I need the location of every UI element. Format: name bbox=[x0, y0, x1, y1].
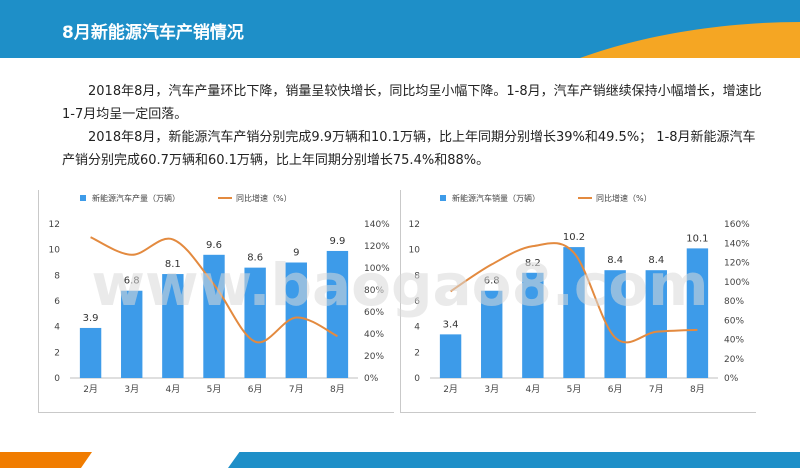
bar-data-label: 9.9 bbox=[329, 236, 345, 247]
production-chart: 新能源汽车产量（万辆） 同比增速（%）0246810120%20%40%60%80… bbox=[49, 193, 391, 395]
x-tick-label: 2月 bbox=[83, 384, 98, 395]
y-right-tick-label: 20% bbox=[724, 355, 744, 365]
chart-frame-right bbox=[400, 190, 756, 413]
bar bbox=[481, 290, 503, 378]
y-left-tick-label: 0 bbox=[54, 374, 60, 384]
growth-rate-line bbox=[450, 242, 698, 344]
y-left-tick-label: 2 bbox=[414, 348, 420, 358]
y-right-tick-label: 0% bbox=[364, 374, 379, 384]
x-tick-label: 3月 bbox=[484, 384, 499, 395]
y-right-tick-label: 100% bbox=[364, 264, 390, 274]
y-left-tick-label: 10 bbox=[49, 246, 61, 256]
body-paragraph-1: 2018年8月，汽车产量环比下降，销量呈较快增长，同比均呈小幅下降。1-8月，汽… bbox=[62, 84, 762, 122]
footer-blue-bar bbox=[228, 452, 800, 468]
legend-bar-swatch bbox=[440, 195, 446, 201]
x-tick-label: 3月 bbox=[124, 384, 139, 395]
y-right-tick-label: 40% bbox=[724, 336, 744, 346]
x-tick-label: 5月 bbox=[207, 384, 222, 395]
bar-data-label: 8.4 bbox=[648, 255, 664, 266]
legend-bar-swatch bbox=[80, 195, 86, 201]
bar-data-label: 8.2 bbox=[525, 258, 541, 269]
bar bbox=[285, 262, 307, 378]
x-tick-label: 4月 bbox=[165, 384, 180, 395]
legend-line-label: 同比增速（%） bbox=[236, 193, 292, 203]
x-tick-label: 8月 bbox=[330, 384, 345, 395]
bar bbox=[439, 334, 462, 378]
y-right-tick-label: 160% bbox=[724, 220, 750, 230]
legend-bar-label: 新能源汽车销量（万辆） bbox=[452, 193, 540, 203]
x-tick-label: 6月 bbox=[608, 384, 623, 395]
y-left-tick-label: 12 bbox=[49, 220, 60, 230]
y-left-tick-label: 10 bbox=[409, 246, 421, 256]
y-right-tick-label: 60% bbox=[724, 316, 744, 326]
bar bbox=[121, 290, 143, 378]
y-right-tick-label: 40% bbox=[364, 330, 384, 340]
bar-data-label: 10.1 bbox=[686, 233, 708, 244]
y-left-tick-label: 6 bbox=[54, 297, 60, 307]
footer-orange-bar bbox=[0, 452, 92, 468]
legend-bar-label: 新能源汽车产量（万辆） bbox=[92, 193, 180, 203]
bar bbox=[686, 248, 709, 378]
sales-chart: 新能源汽车销量（万辆） 同比增速（%）0246810120%20%40%60%80… bbox=[409, 193, 751, 395]
y-right-tick-label: 80% bbox=[364, 286, 384, 296]
bar-data-label: 9.6 bbox=[206, 240, 222, 251]
y-left-tick-label: 6 bbox=[414, 297, 420, 307]
chart-frame-left bbox=[38, 190, 394, 413]
header-orange-swoosh bbox=[560, 21, 800, 58]
y-right-tick-label: 140% bbox=[364, 220, 390, 230]
bar-data-label: 8.4 bbox=[607, 255, 623, 266]
bar bbox=[645, 270, 667, 378]
y-left-tick-label: 8 bbox=[414, 271, 420, 281]
bar-data-label: 6.8 bbox=[484, 276, 500, 287]
header-blue-band bbox=[0, 0, 800, 58]
body-paragraph-2: 2018年8月，新能源汽车产销分别完成9.9万辆和10.1万辆，比上年同期分别增… bbox=[62, 130, 756, 168]
y-left-tick-label: 2 bbox=[54, 348, 60, 358]
x-tick-label: 6月 bbox=[248, 384, 263, 395]
bar bbox=[79, 327, 102, 378]
bar bbox=[326, 250, 349, 378]
bar-data-label: 10.2 bbox=[563, 232, 585, 243]
bar bbox=[522, 272, 544, 378]
header-banner bbox=[0, 0, 800, 58]
bar bbox=[203, 254, 225, 378]
x-tick-label: 5月 bbox=[567, 384, 582, 395]
y-right-tick-label: 120% bbox=[364, 242, 390, 252]
x-tick-label: 7月 bbox=[649, 384, 664, 395]
legend-line-label: 同比增速（%） bbox=[596, 193, 652, 203]
bar bbox=[604, 270, 626, 378]
x-tick-label: 7月 bbox=[289, 384, 304, 395]
y-left-tick-label: 4 bbox=[414, 323, 420, 333]
page-title: 8月新能源汽车产销情况 bbox=[62, 23, 244, 43]
y-left-tick-label: 12 bbox=[409, 220, 420, 230]
y-left-tick-label: 0 bbox=[414, 374, 420, 384]
y-left-tick-label: 4 bbox=[54, 323, 60, 333]
bar bbox=[244, 267, 266, 378]
bar-data-label: 8.6 bbox=[247, 253, 263, 264]
y-right-tick-label: 60% bbox=[364, 308, 384, 318]
bar-data-label: 9 bbox=[293, 248, 299, 259]
bar bbox=[162, 274, 184, 378]
x-tick-label: 4月 bbox=[525, 384, 540, 395]
x-tick-label: 2月 bbox=[443, 384, 458, 395]
y-right-tick-label: 120% bbox=[724, 259, 750, 269]
y-right-tick-label: 20% bbox=[364, 352, 384, 362]
y-right-tick-label: 0% bbox=[724, 374, 739, 384]
body-text: 2018年8月，汽车产量环比下降，销量呈较快增长，同比均呈小幅下降。1-8月，汽… bbox=[62, 80, 762, 172]
x-tick-label: 8月 bbox=[690, 384, 705, 395]
bar-data-label: 6.8 bbox=[124, 276, 140, 287]
bar bbox=[563, 247, 585, 378]
growth-rate-line bbox=[90, 236, 338, 344]
y-right-tick-label: 80% bbox=[724, 297, 744, 307]
bar-data-label: 3.4 bbox=[443, 319, 459, 330]
y-right-tick-label: 140% bbox=[724, 239, 750, 249]
y-right-tick-label: 100% bbox=[724, 278, 750, 288]
bar-data-label: 8.1 bbox=[165, 259, 181, 270]
bar-data-label: 3.9 bbox=[83, 313, 99, 324]
y-left-tick-label: 8 bbox=[54, 271, 60, 281]
